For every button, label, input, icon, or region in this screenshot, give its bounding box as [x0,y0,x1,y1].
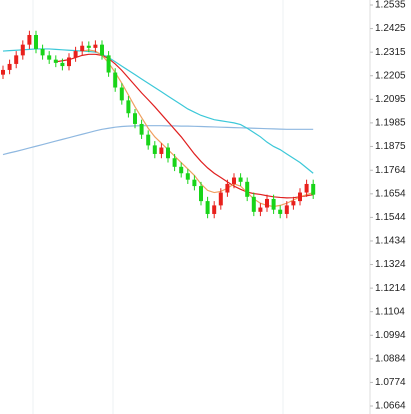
y-tick-label: 1.2315 [375,47,406,58]
candle-body [291,201,296,206]
candle-body [265,198,269,208]
candle-body [34,35,38,49]
y-tick-label: 1.1324 [375,259,406,270]
candle-body [245,181,250,197]
y-tick-label: 1.2205 [375,70,406,81]
candle-body [192,179,197,187]
candle-body [146,134,151,146]
candle-body [139,123,144,135]
candle-body [284,205,289,214]
candle-body [113,72,118,88]
y-tick-label: 1.2535 [375,0,406,11]
candle-body [238,177,243,182]
candle-body [311,183,316,195]
candle-body [271,198,276,210]
candle-body [152,145,157,154]
y-tick-label: 1.2095 [375,94,406,105]
y-tick-label: 1.1214 [375,283,406,294]
candle-body [106,55,111,73]
candle-body [7,63,12,70]
y-tick-label: 1.0884 [375,353,406,364]
candle-body [73,51,78,58]
candle-body [14,55,19,64]
candle-body [27,35,32,45]
y-tick-label: 1.0664 [375,401,406,412]
y-tick-label: 1.1544 [375,212,406,223]
y-tick-label: 1.1875 [375,141,406,152]
candle-body [205,201,210,214]
candle-body [133,113,137,124]
candle-body [100,44,104,56]
y-tick-label: 1.1104 [375,306,405,317]
candle-body [185,173,190,180]
candle-body [20,44,25,56]
candle-body [86,45,91,48]
candle-body [218,192,223,206]
moving-average-line [2,125,314,156]
candle-body [119,87,124,101]
y-tick-label: 1.0774 [375,377,406,388]
candle-body [251,196,256,212]
candle-body [47,55,52,60]
candle-body [199,186,203,202]
candle-body [258,207,263,212]
candle-body [232,177,236,184]
candle-body [172,158,177,167]
candle-body [80,45,85,52]
candle-body [278,209,283,214]
candle-body [159,147,164,154]
candle-body [126,100,131,114]
candle-body [53,59,58,63]
y-tick-label: 1.1654 [375,188,406,199]
y-tick-label: 1.1985 [375,118,406,129]
candle-body [179,166,184,174]
y-tick-label: 1.1434 [375,236,406,247]
moving-average-line [55,53,314,199]
candle-body [60,62,65,67]
moving-average-line [2,48,314,174]
candle-body [304,183,309,193]
candle-body [1,69,5,75]
candle-body [225,183,230,193]
candle-body [166,147,170,159]
candle-body [298,192,302,202]
candle-body [93,44,98,48]
y-tick-label: 1.2425 [375,23,406,34]
y-tick-label: 1.0994 [375,330,406,341]
candle-body [67,57,71,67]
y-tick-label: 1.1764 [375,165,406,176]
candle-body [212,205,217,214]
candle-body [40,48,45,56]
